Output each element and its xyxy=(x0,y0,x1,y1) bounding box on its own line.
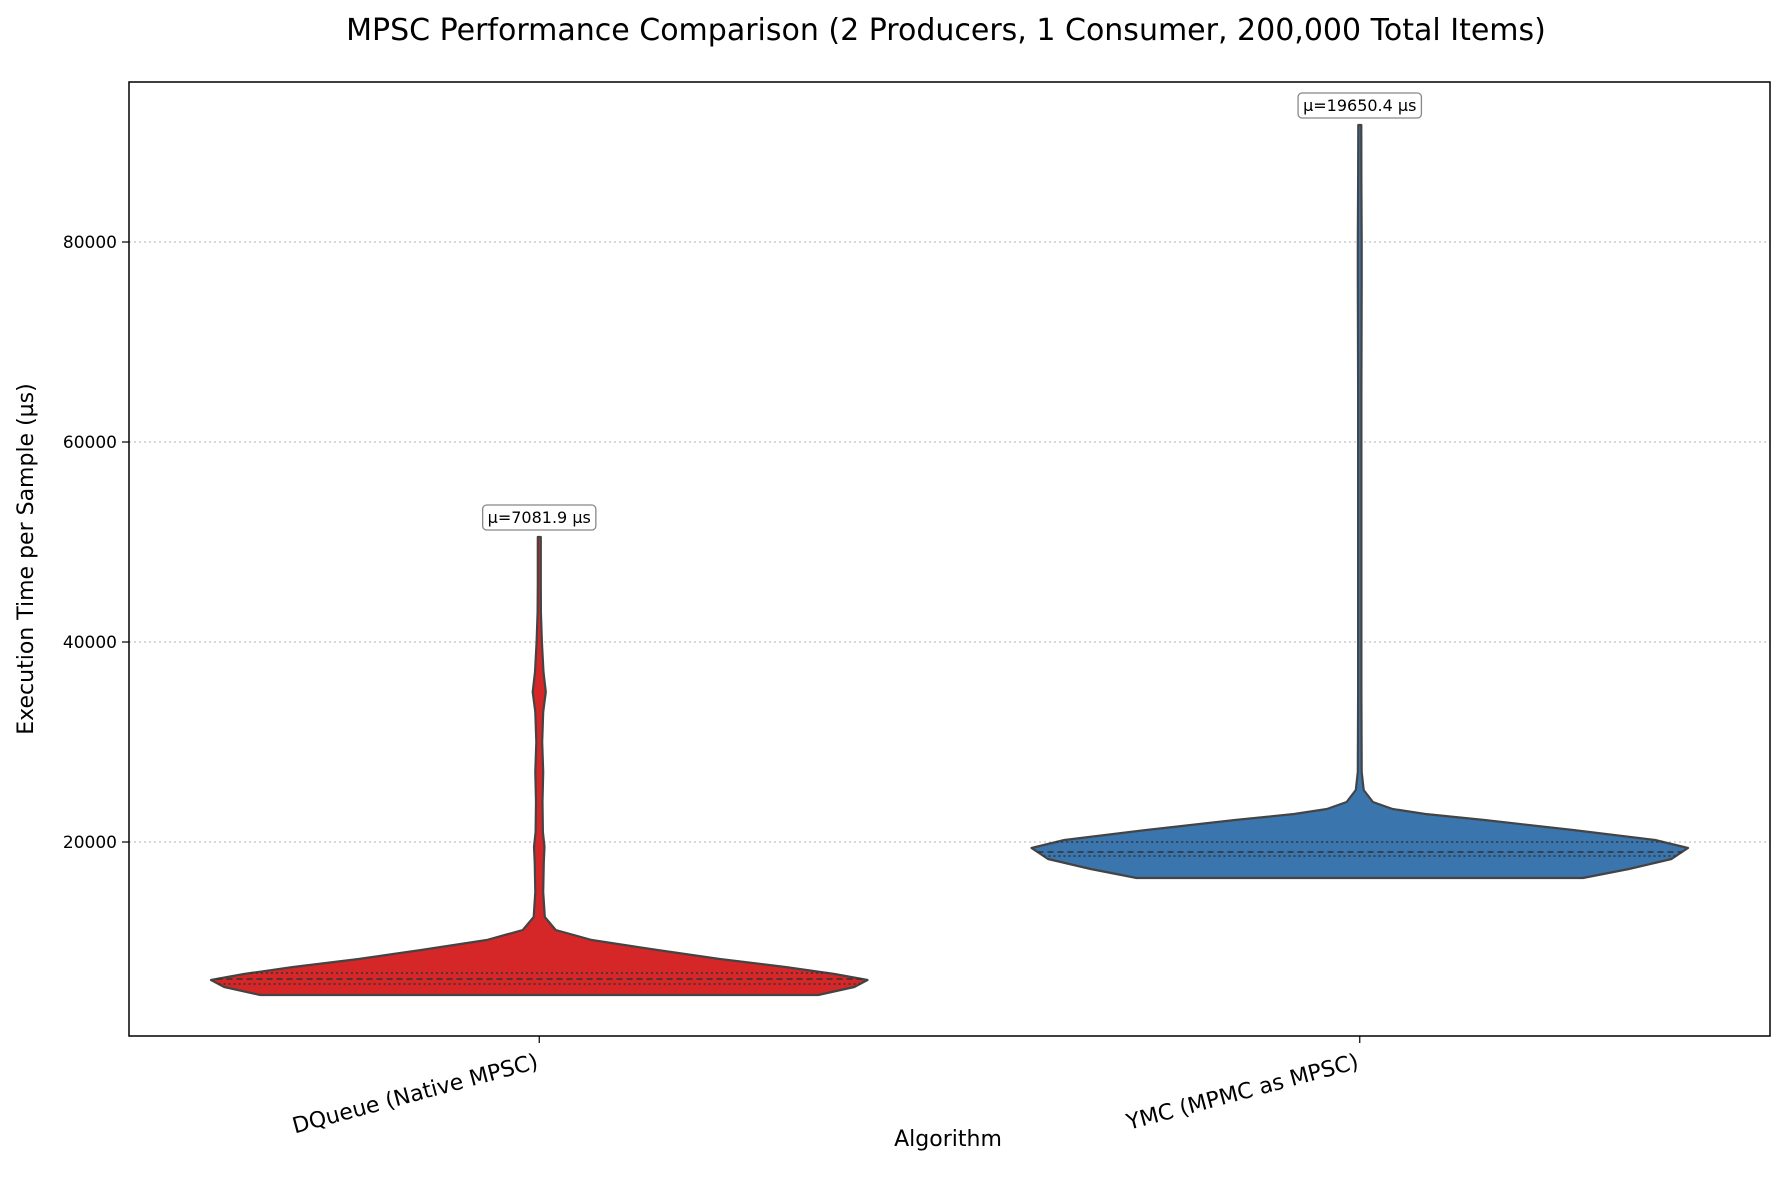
annotation-box xyxy=(1297,92,1423,119)
mean-annotation: µ=19650.4 µs xyxy=(1297,92,1423,119)
x-axis-label: Algorithm xyxy=(894,1127,1002,1152)
mean-label: µ=19650.4 µs xyxy=(1303,96,1416,115)
mean-annotations: µ=7081.9 µs µ=19650.4 µs xyxy=(482,92,1423,531)
x-tick-label: DQueue (Native MPSC) xyxy=(290,1050,541,1140)
x-tick-label: YMC (MPMC as MPSC) xyxy=(1123,1050,1361,1136)
violin-body xyxy=(1030,123,1690,880)
y-axis-label: Execution Time per Sample (µs) xyxy=(14,383,39,734)
y-tick-label: 20000 xyxy=(63,833,117,853)
violins xyxy=(209,123,1690,997)
x-axis: DQueue (Native MPSC) YMC (MPMC as MPSC) xyxy=(290,1036,1361,1140)
mean-label: µ=7081.9 µs xyxy=(488,508,591,527)
annotation-box xyxy=(482,504,597,531)
grid-lines xyxy=(129,241,1770,843)
y-tick-label: 60000 xyxy=(63,433,117,453)
mean-annotation: µ=7081.9 µs xyxy=(482,504,597,531)
violin-body xyxy=(209,535,869,997)
chart-title: MPSC Performance Comparison (2 Producers… xyxy=(346,13,1546,48)
y-tick-label: 40000 xyxy=(63,633,117,653)
y-axis: 20000 40000 60000 80000 xyxy=(63,233,129,853)
plot-frame xyxy=(128,81,1771,1037)
y-tick-label: 80000 xyxy=(63,233,117,253)
